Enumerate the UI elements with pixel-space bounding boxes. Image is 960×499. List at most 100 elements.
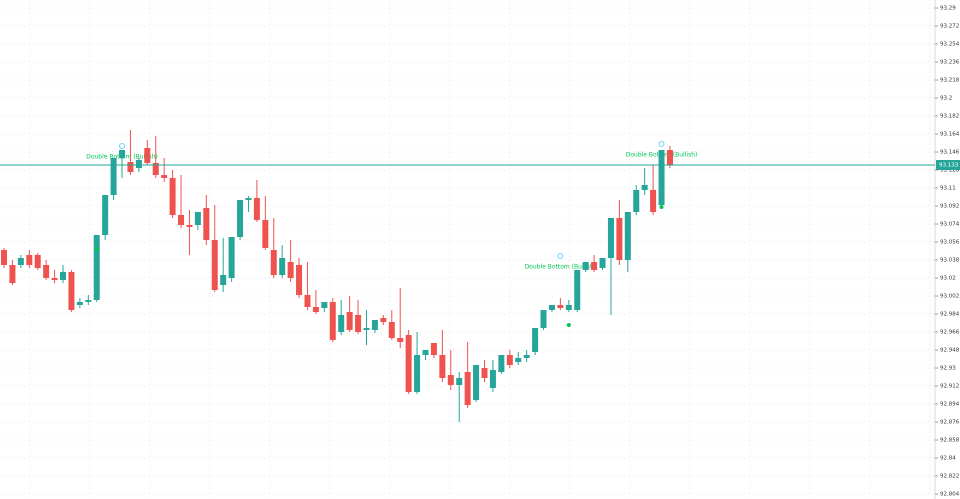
candle-body <box>456 378 463 385</box>
y-tick-label: 93.128 <box>940 168 960 174</box>
signal-dot <box>566 323 571 327</box>
candle-body <box>481 368 488 378</box>
candle-body <box>51 278 58 280</box>
candle-body <box>473 365 480 400</box>
candle-body <box>68 272 75 310</box>
candle-body <box>498 355 505 372</box>
signal-dot <box>659 205 664 209</box>
candle-body <box>110 158 117 195</box>
candle-body <box>119 150 126 158</box>
y-tick-label: 92.822 <box>940 474 959 480</box>
candle-body <box>405 335 412 392</box>
candle-body <box>186 225 193 227</box>
candle-body <box>591 262 598 270</box>
candle-body <box>194 212 201 225</box>
candle-body <box>414 355 421 392</box>
candle-body <box>60 272 67 280</box>
candle-body <box>422 350 429 355</box>
y-tick-label: 93.254 <box>940 42 960 48</box>
candle-body <box>304 295 311 307</box>
pattern-icon <box>119 143 125 149</box>
candle-body <box>658 150 665 205</box>
candle-body <box>388 322 395 338</box>
pattern-icon <box>658 141 665 147</box>
y-tick-label: 92.858 <box>940 438 960 444</box>
candle-body <box>237 200 244 237</box>
candle-body <box>9 265 16 283</box>
candle-body <box>540 310 547 328</box>
candle-body <box>439 355 446 378</box>
candle-body <box>312 307 319 312</box>
candle-body <box>26 255 33 265</box>
candle-body <box>144 148 151 163</box>
candle-body <box>464 372 471 405</box>
candle-body <box>270 250 277 275</box>
candle-body <box>397 338 404 342</box>
candle-body <box>34 255 41 268</box>
candle-body <box>161 175 168 178</box>
candle-body <box>430 343 437 355</box>
y-tick-label: 93.182 <box>940 114 959 120</box>
candle-body <box>355 315 362 332</box>
signal-dot <box>94 247 99 251</box>
y-tick-label: 92.984 <box>940 312 960 318</box>
candle-body <box>548 305 555 310</box>
y-tick-label: 93.074 <box>940 222 960 228</box>
candle-body <box>515 358 522 362</box>
y-tick-label: 92.966 <box>940 330 960 336</box>
candle-body <box>1 250 7 265</box>
candle-body <box>346 312 353 330</box>
candle-body <box>557 305 564 308</box>
candle-body <box>135 160 142 168</box>
candle-body <box>489 370 496 388</box>
y-tick-label: 93.164 <box>940 132 960 138</box>
candle-body <box>532 328 539 352</box>
candle-body <box>127 162 134 172</box>
candle-body <box>624 212 631 260</box>
y-tick-label: 93.02 <box>940 276 956 282</box>
y-tick-label: 93.146 <box>940 150 960 156</box>
y-tick-label: 93.002 <box>940 294 959 300</box>
candle-body <box>169 178 176 215</box>
candle-body <box>363 328 370 330</box>
candle-body <box>211 240 218 290</box>
y-tick-label: 92.876 <box>940 420 960 426</box>
y-tick-label: 92.894 <box>940 402 960 408</box>
candle-body <box>641 185 648 190</box>
y-tick-label: 93.29 <box>940 6 956 12</box>
candle-body <box>279 258 286 275</box>
candle-body <box>43 265 50 278</box>
candle-body <box>178 215 185 225</box>
candle-body <box>85 300 92 302</box>
last-price-label: 93.133 <box>939 163 959 169</box>
y-tick-label: 92.804 <box>940 492 960 498</box>
y-tick-label: 93.11 <box>940 186 956 192</box>
candle-body <box>329 302 336 340</box>
y-tick-label: 93.092 <box>940 204 959 210</box>
candle-body <box>152 163 159 175</box>
pattern-label: Double Bottom (Bullish) <box>525 264 597 271</box>
candle-body <box>262 220 269 248</box>
candle-body <box>287 262 294 278</box>
candle-body <box>245 198 252 200</box>
candle-body <box>607 218 614 258</box>
pattern-icon <box>557 253 564 259</box>
y-tick-label: 92.912 <box>940 384 959 390</box>
y-tick-label: 93.272 <box>940 24 959 30</box>
candle-body <box>650 190 657 212</box>
last-price-box <box>936 160 960 170</box>
candle-body <box>506 355 513 365</box>
candle-body <box>574 270 581 310</box>
candle-body <box>76 302 83 305</box>
candle-body <box>523 355 530 358</box>
y-tick-label: 93.056 <box>940 240 960 246</box>
candle-body <box>17 258 24 265</box>
candle-body <box>666 150 673 165</box>
candle-body <box>447 375 454 385</box>
y-tick-label: 93.038 <box>940 258 960 264</box>
y-tick-label: 93.236 <box>940 60 960 66</box>
y-tick-label: 93.218 <box>940 78 960 84</box>
y-tick-label: 92.84 <box>940 456 956 462</box>
